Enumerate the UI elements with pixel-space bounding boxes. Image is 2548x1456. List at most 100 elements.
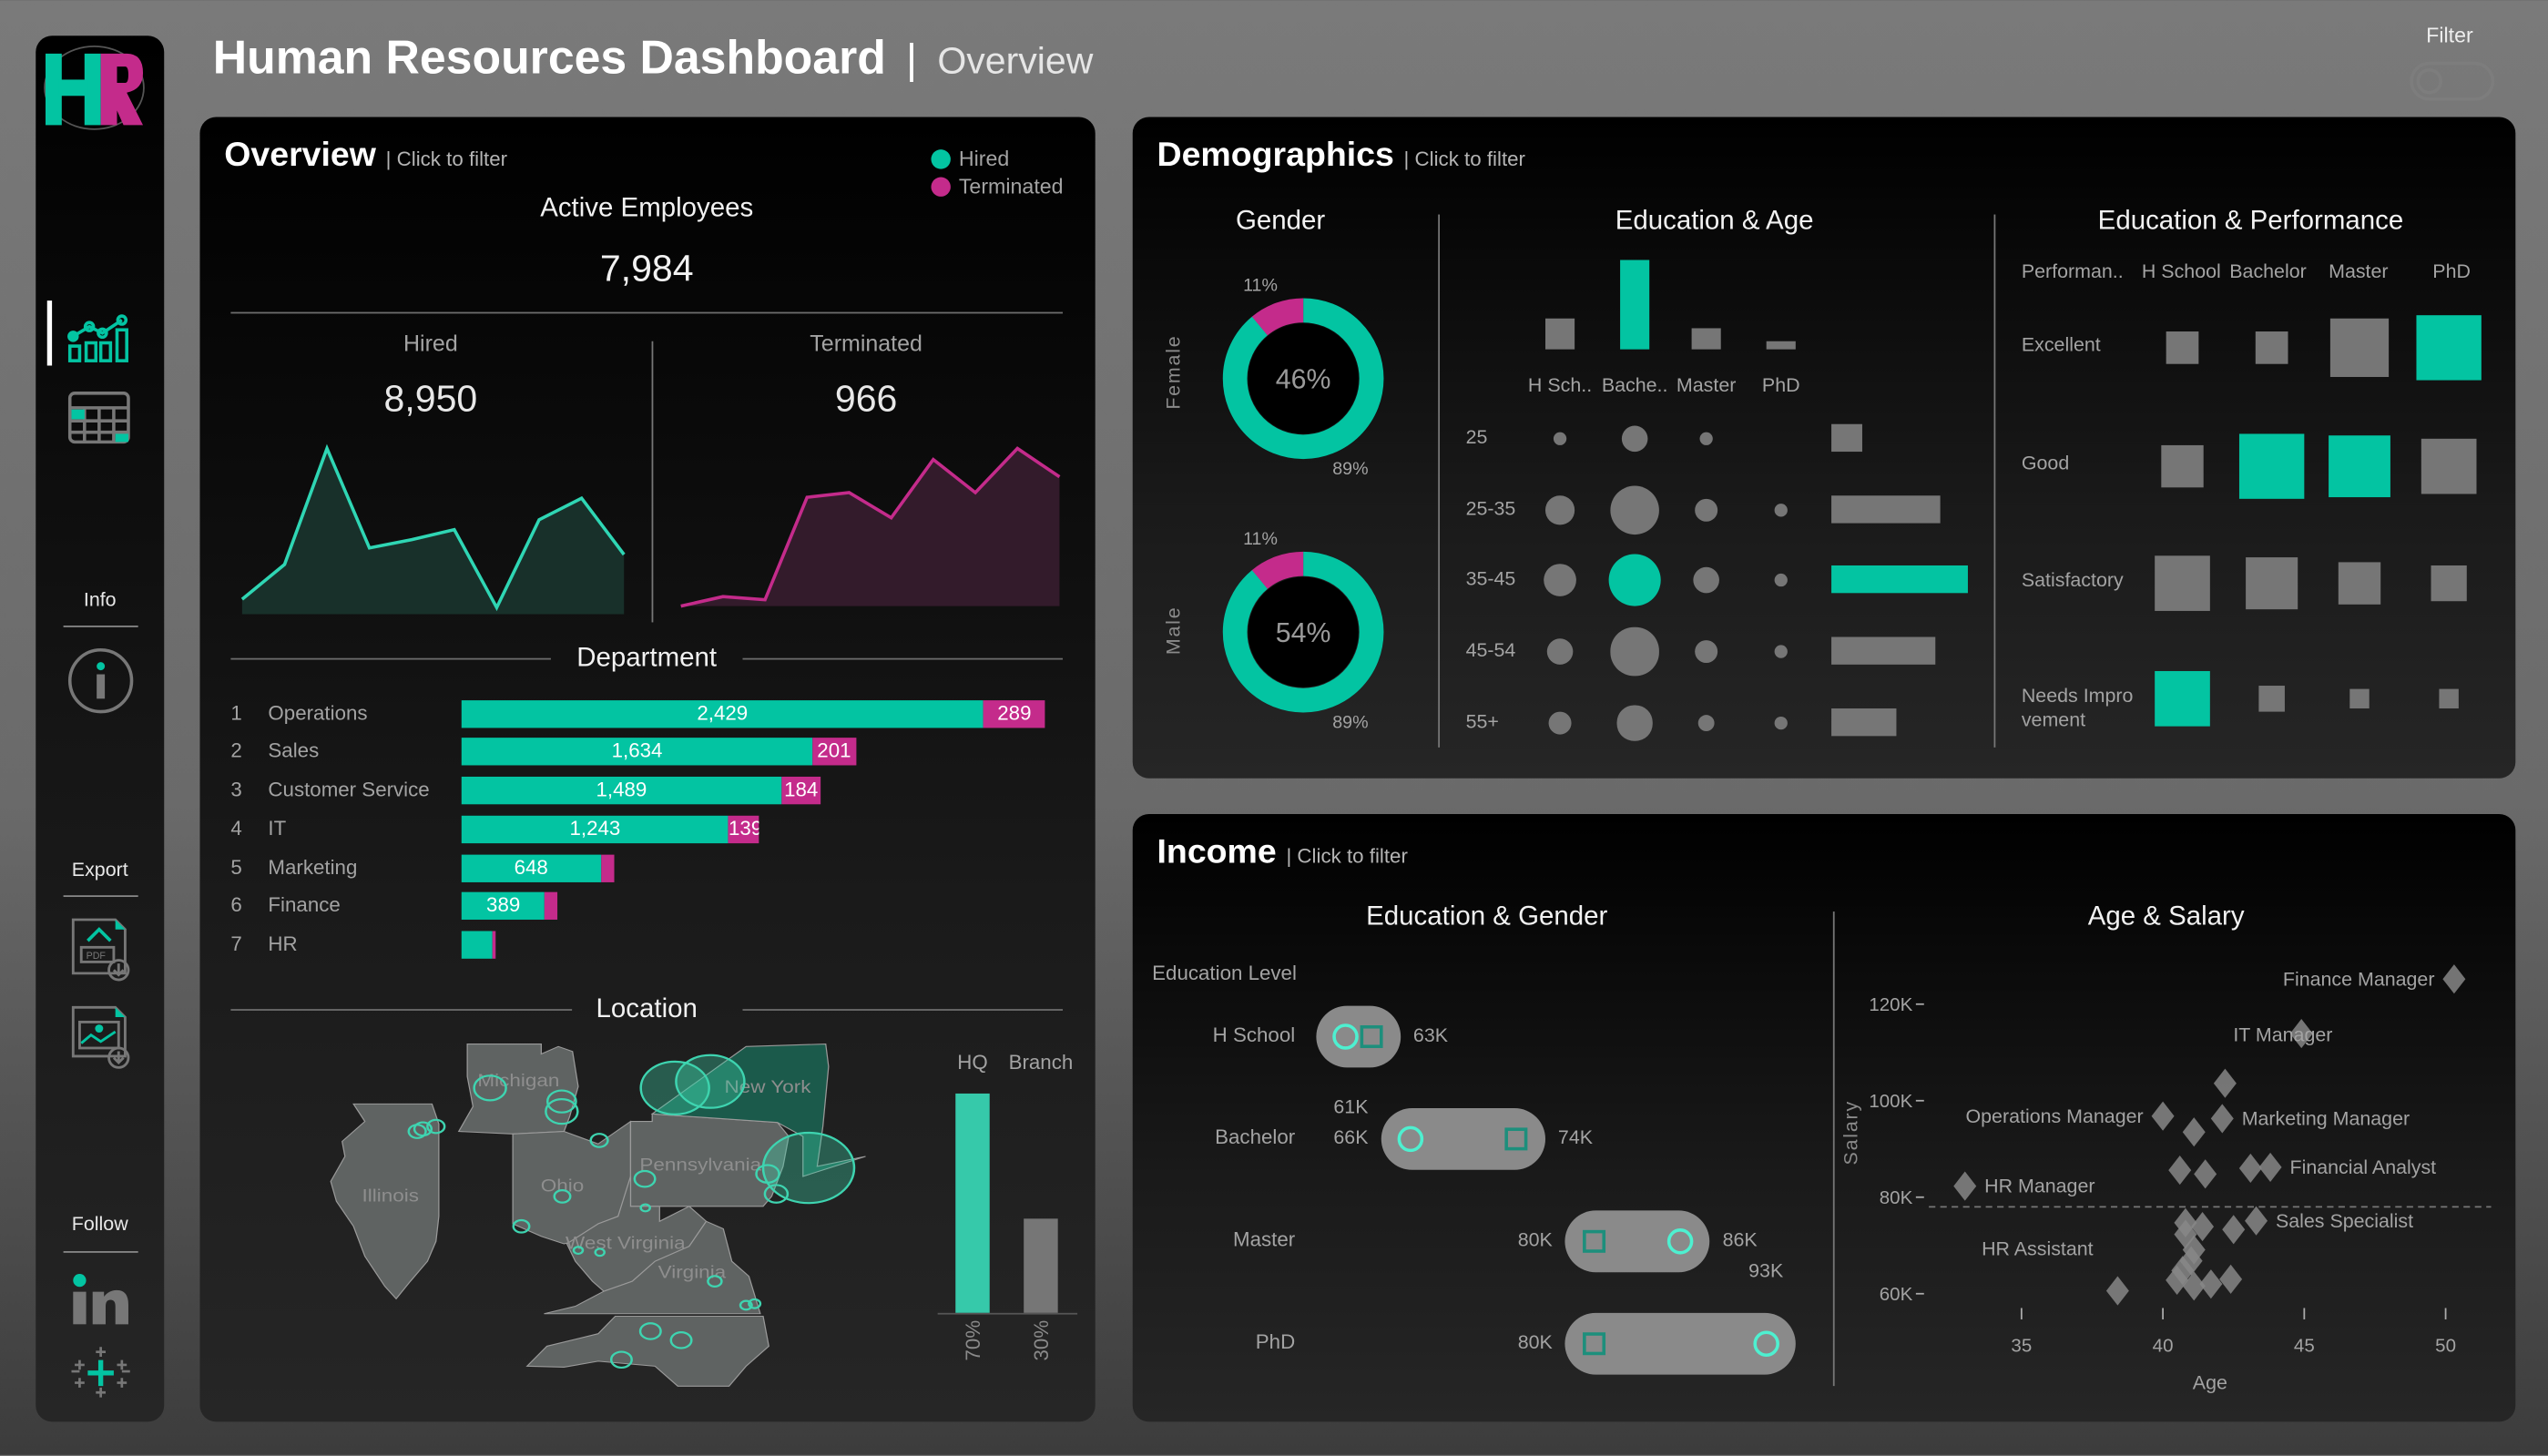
- department-terminated-bar[interactable]: [492, 931, 496, 959]
- salary-point[interactable]: [2166, 1265, 2189, 1295]
- info-button[interactable]: [66, 647, 135, 714]
- location-marker[interactable]: [473, 1074, 507, 1102]
- age-education-bubble[interactable]: [1610, 485, 1659, 535]
- department-terminated-bar[interactable]: [545, 891, 557, 920]
- female-salary-marker[interactable]: [1752, 1330, 1779, 1358]
- performance-education-square[interactable]: [2238, 433, 2305, 499]
- department-hired-bar[interactable]: 1,634: [461, 738, 813, 766]
- age-education-bubble[interactable]: [1621, 425, 1648, 453]
- department-row[interactable]: 1 Operations 2,429 289: [199, 700, 1095, 729]
- location-marker[interactable]: [748, 1298, 762, 1309]
- location-map[interactable]: Illinois Michigan Ohio Pennsylvania New York…: [199, 637, 1092, 1420]
- location-marker[interactable]: [739, 1299, 753, 1311]
- performance-education-square[interactable]: [2338, 562, 2381, 605]
- department-row[interactable]: 7 HR: [199, 931, 1095, 960]
- age-education-bubble[interactable]: [1548, 711, 1572, 735]
- salary-point[interactable]: [2171, 1256, 2195, 1286]
- department-row[interactable]: 6 Finance 389: [199, 891, 1095, 921]
- gender-donut[interactable]: 46%: [1214, 290, 1392, 468]
- nav-table-button[interactable]: [66, 390, 135, 454]
- salary-point[interactable]: [2245, 1206, 2268, 1236]
- performance-education-square[interactable]: [2166, 331, 2199, 364]
- overview-panel[interactable]: Overview | Click to filter Hired Terminat…: [199, 117, 1096, 1422]
- department-hired-bar[interactable]: 1,489: [461, 776, 782, 805]
- age-total-bar[interactable]: [1831, 495, 1941, 524]
- age-education-bubble[interactable]: [1695, 639, 1718, 664]
- age-education-bubble[interactable]: [1695, 498, 1718, 522]
- gender-donut[interactable]: 54%: [1214, 543, 1392, 721]
- department-terminated-bar[interactable]: 201: [812, 738, 856, 766]
- salary-point[interactable]: [2258, 1152, 2282, 1182]
- performance-education-square[interactable]: [2330, 319, 2389, 377]
- location-marker[interactable]: [426, 1118, 446, 1135]
- location-marker[interactable]: [639, 1060, 710, 1115]
- age-total-bar[interactable]: [1831, 636, 1935, 665]
- age-education-bubble[interactable]: [1699, 432, 1713, 445]
- department-terminated-bar[interactable]: 139: [728, 815, 759, 844]
- legend-item-hired[interactable]: Hired: [931, 147, 1063, 170]
- state-virginia[interactable]: [544, 1220, 761, 1315]
- age-total-bar[interactable]: [1831, 565, 1968, 594]
- age-salary-chart[interactable]: 120K 100K 80K 60K 35 40 45 50 Age Salary Finance M…: [1833, 814, 2515, 1421]
- performance-education-square[interactable]: [2255, 331, 2288, 364]
- performance-education-square[interactable]: [2431, 565, 2467, 601]
- location-marker[interactable]: [761, 1131, 856, 1205]
- demographics-panel[interactable]: Demographics | Click to filter Gender Edu…: [1132, 117, 2516, 779]
- location-marker[interactable]: [572, 1246, 585, 1256]
- legend-item-terminated[interactable]: Terminated: [931, 174, 1064, 199]
- age-education-bubble[interactable]: [1611, 627, 1659, 676]
- department-hired-bar[interactable]: 1,243: [461, 815, 729, 844]
- education-total-bar[interactable]: [1766, 341, 1796, 350]
- salary-point[interactable]: [2151, 1101, 2175, 1131]
- age-education-bubble[interactable]: [1774, 645, 1788, 658]
- performance-education-square[interactable]: [2155, 670, 2210, 727]
- salary-point[interactable]: [2442, 964, 2466, 994]
- salary-point[interactable]: [2199, 1269, 2223, 1299]
- age-education-bubble[interactable]: [1773, 573, 1789, 588]
- tableau-button[interactable]: [66, 1344, 135, 1409]
- salary-point[interactable]: [2105, 1276, 2129, 1306]
- location-marker[interactable]: [589, 1133, 609, 1148]
- salary-point[interactable]: [2168, 1156, 2192, 1186]
- location-marker[interactable]: [545, 1089, 577, 1114]
- department-terminated-bar[interactable]: 289: [983, 700, 1045, 728]
- female-salary-marker[interactable]: [1331, 1023, 1358, 1050]
- location-marker[interactable]: [545, 1097, 579, 1125]
- location-marker[interactable]: [669, 1331, 693, 1349]
- salary-point[interactable]: [2289, 1019, 2313, 1049]
- male-salary-marker[interactable]: [1583, 1229, 1606, 1253]
- hr-logo[interactable]: [44, 45, 145, 130]
- hired-trend-chart[interactable]: [240, 442, 626, 620]
- female-salary-marker[interactable]: [1397, 1125, 1424, 1153]
- location-marker[interactable]: [553, 1189, 572, 1204]
- performance-education-square[interactable]: [2246, 557, 2298, 609]
- age-education-bubble[interactable]: [1693, 566, 1719, 594]
- department-row[interactable]: 4 IT 1,243139: [199, 815, 1095, 845]
- performance-education-square[interactable]: [2329, 435, 2390, 497]
- salary-point[interactable]: [2182, 1117, 2206, 1147]
- state-michigan[interactable]: [457, 1044, 579, 1135]
- terminated-trend-chart[interactable]: [679, 442, 1061, 612]
- location-marker[interactable]: [413, 1121, 433, 1137]
- location-marker[interactable]: [639, 1203, 651, 1213]
- salary-point[interactable]: [1953, 1171, 1977, 1201]
- age-education-bubble[interactable]: [1608, 554, 1661, 606]
- performance-education-square[interactable]: [2416, 315, 2482, 381]
- department-row[interactable]: 3 Customer Service 1,489 184: [199, 776, 1095, 806]
- department-row[interactable]: 5 Marketing 648: [199, 854, 1095, 884]
- performance-education-square[interactable]: [2259, 686, 2285, 711]
- age-education-bubble[interactable]: [1617, 706, 1652, 740]
- state-nc[interactable]: [525, 1315, 769, 1387]
- department-terminated-bar[interactable]: 184: [781, 776, 821, 805]
- salary-point[interactable]: [2238, 1153, 2262, 1184]
- salary-point[interactable]: [2194, 1159, 2217, 1189]
- department-hired-bar[interactable]: 2,429: [461, 700, 984, 728]
- location-marker[interactable]: [707, 1275, 723, 1288]
- age-education-bubble[interactable]: [1697, 714, 1716, 732]
- location-marker[interactable]: [755, 1164, 780, 1184]
- performance-education-square[interactable]: [2421, 439, 2476, 494]
- performance-education-square[interactable]: [2439, 688, 2459, 709]
- age-education-bubble[interactable]: [1546, 638, 1574, 665]
- age-education-bubble[interactable]: [1545, 495, 1575, 524]
- male-salary-marker[interactable]: [1504, 1127, 1528, 1151]
